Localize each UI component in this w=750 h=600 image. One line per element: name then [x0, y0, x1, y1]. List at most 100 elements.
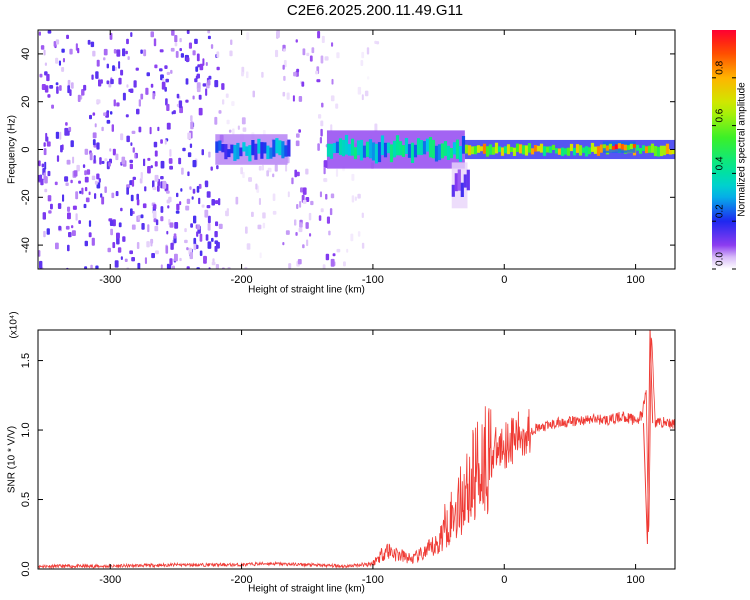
noise-cell — [41, 163, 45, 168]
signal-cell — [269, 147, 273, 159]
noise-cell — [328, 230, 331, 236]
signal-cell — [464, 144, 469, 154]
noise-cell — [101, 196, 105, 205]
noise-cell — [116, 49, 121, 57]
noise-cell — [180, 188, 183, 192]
noise-cell — [43, 142, 46, 147]
signal-cell — [407, 144, 412, 158]
noise-cell — [192, 188, 196, 194]
noise-cell — [262, 212, 266, 219]
signal-cell — [392, 140, 397, 158]
noise-cell — [308, 212, 312, 221]
noise-cell — [150, 165, 153, 169]
x-tick-label: -300 — [99, 274, 121, 286]
noise-cell — [87, 39, 91, 45]
signal-cell — [454, 173, 458, 192]
noise-cell — [323, 178, 327, 182]
noise-cell — [150, 239, 153, 247]
noise-cell — [214, 80, 219, 88]
noise-cell — [98, 79, 102, 87]
noise-cell — [155, 250, 159, 255]
noise-cell — [185, 57, 190, 62]
noise-cell — [251, 211, 254, 217]
noise-cell — [218, 198, 221, 206]
noise-cell — [259, 252, 262, 259]
noise-cell — [46, 228, 50, 235]
signal-cell — [251, 140, 255, 156]
noise-cell — [197, 224, 201, 230]
signal-cell — [359, 139, 364, 161]
signal-cell — [668, 149, 673, 155]
signal-cell — [560, 147, 565, 156]
noise-cell — [191, 196, 194, 200]
signal-cell — [542, 146, 547, 156]
noise-cell — [246, 32, 250, 40]
signal-cell — [275, 138, 279, 154]
noise-cell — [130, 208, 133, 216]
noise-cell — [154, 150, 158, 157]
noise-cell — [214, 200, 219, 204]
signal-cell — [554, 148, 559, 154]
signal-cell — [548, 146, 553, 154]
y-tick-label: 1.5 — [20, 353, 32, 368]
noise-cell — [299, 222, 303, 228]
noise-cell — [207, 215, 211, 224]
signal-cell — [509, 146, 514, 152]
signal-cell — [287, 139, 291, 157]
noise-cell — [103, 48, 108, 56]
noise-cell — [361, 212, 364, 218]
noise-cell — [64, 127, 69, 136]
noise-cell — [55, 57, 59, 64]
noise-cell — [311, 47, 315, 54]
noise-cell — [91, 237, 95, 246]
noise-cell — [104, 158, 108, 162]
colorbar-tick-label: 0.2 — [715, 204, 726, 218]
signal-cell — [431, 139, 436, 159]
signal-cell — [467, 145, 472, 156]
noise-cell — [154, 174, 159, 182]
noise-cell — [226, 119, 230, 125]
noise-cell — [91, 175, 96, 181]
noise-cell — [68, 232, 72, 238]
noise-cell — [71, 230, 76, 236]
signal-cell — [347, 144, 352, 156]
noise-cell — [116, 237, 120, 245]
noise-cell — [178, 100, 183, 108]
noise-cell — [298, 96, 303, 102]
noise-cell — [75, 213, 78, 221]
noise-cell — [322, 264, 326, 269]
spectrogram-cells — [38, 30, 675, 269]
noise-cell — [199, 63, 204, 71]
noise-cell — [190, 115, 193, 122]
signal-cell — [494, 142, 499, 154]
noise-cell — [44, 62, 47, 66]
noise-cell — [67, 244, 70, 252]
noise-cell — [160, 139, 163, 144]
noise-cell — [81, 89, 85, 96]
noise-cell — [326, 216, 330, 224]
noise-cell — [323, 160, 328, 168]
noise-cell — [211, 261, 216, 266]
noise-cell — [196, 267, 200, 269]
noise-cell — [258, 198, 261, 205]
noise-cell — [205, 88, 208, 96]
noise-cell — [82, 164, 86, 168]
noise-cell — [152, 180, 155, 188]
noise-cell — [138, 214, 141, 220]
noise-cell — [182, 147, 186, 152]
noise-cell — [201, 204, 205, 208]
colorbar-tick-label: 0.8 — [715, 60, 726, 74]
noise-cell — [187, 171, 190, 177]
signal-cell — [242, 142, 246, 152]
noise-cell — [130, 142, 133, 146]
noise-cell — [165, 98, 168, 106]
noise-cell — [187, 152, 192, 158]
noise-cell — [364, 90, 369, 97]
noise-cell — [38, 250, 41, 257]
noise-cell — [225, 93, 229, 98]
noise-cell — [221, 267, 225, 269]
y-axis-label: SNR (10 * V/V) — [7, 426, 18, 493]
signal-cell — [284, 145, 288, 157]
signal-cell — [671, 149, 675, 155]
noise-cell — [306, 239, 309, 247]
